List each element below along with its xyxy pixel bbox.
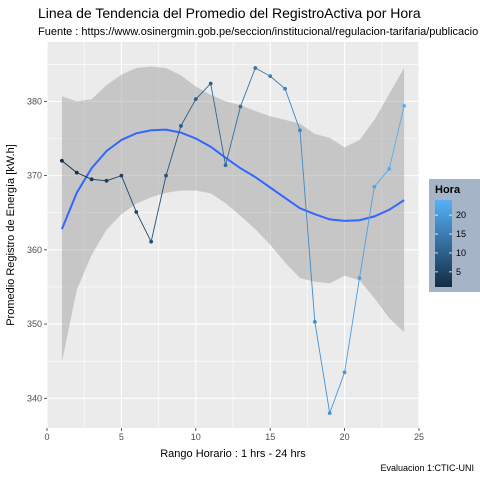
legend-tick-label: 10 [456, 248, 466, 258]
line-segment [120, 175, 137, 213]
legend-ticks: 5 10 15 20 [435, 210, 466, 277]
line-segment [195, 83, 212, 100]
y-axis-label: Promedio Registro de Energía [kW.h] [5, 144, 17, 326]
y-axis-ticks: 340 350 360 370 380 [27, 96, 47, 403]
line-segment [329, 372, 346, 414]
data-point [387, 167, 392, 171]
chart-title: Linea de Tendencia del Promedio del Regi… [38, 5, 421, 21]
line-segment [388, 105, 405, 170]
data-point [327, 411, 332, 416]
y-tick-label: 350 [27, 319, 42, 329]
line-segment [165, 125, 182, 176]
data-point [342, 370, 347, 375]
x-axis-label: Rango Horario : 1 hrs - 24 hrs [160, 448, 306, 460]
line-segment [61, 160, 78, 173]
legend-tick-label: 5 [456, 267, 461, 277]
x-axis-ticks: 0 5 10 15 20 25 [44, 428, 424, 442]
line-segment [299, 130, 316, 322]
chart-caption: Evaluacion 1:CTIC-UNI [380, 463, 474, 473]
trend-line [60, 128, 405, 230]
data-point [134, 210, 139, 214]
line-segment [240, 67, 256, 107]
data-point [253, 66, 258, 70]
chart-subtitle: Fuente : https://www.osinergmin.gob.pe/s… [38, 26, 478, 38]
x-tick-label: 5 [119, 432, 124, 442]
x-tick-label: 15 [265, 432, 275, 442]
line-segment [359, 186, 375, 279]
line-segment [284, 88, 301, 131]
grid [46, 42, 420, 428]
data-point [104, 178, 109, 183]
data-point [149, 239, 154, 244]
data-point [372, 184, 377, 189]
data-point [119, 173, 124, 178]
data-point [74, 170, 79, 175]
data-point [402, 103, 407, 108]
x-tick-label: 25 [414, 432, 424, 442]
y-tick-label: 360 [27, 245, 42, 255]
data-points [59, 66, 407, 416]
data-point [298, 128, 302, 133]
legend-tick-label: 20 [456, 210, 466, 220]
data-point [59, 158, 64, 163]
line-segment [269, 75, 286, 90]
line-segment [106, 175, 122, 182]
data-point [268, 74, 273, 79]
legend: Hora 5 10 15 20 [429, 179, 480, 292]
line-segment [314, 321, 331, 414]
line-segment [91, 178, 107, 182]
y-tick-label: 340 [27, 393, 42, 403]
line-segment [76, 172, 92, 180]
y-tick-label: 370 [27, 171, 42, 181]
x-tick-label: 0 [44, 432, 49, 442]
line-segment [210, 83, 227, 166]
data-point [238, 104, 243, 109]
data-point [164, 173, 168, 178]
line-segment [374, 168, 390, 188]
x-tick-label: 10 [191, 432, 201, 442]
legend-title: Hora [435, 184, 461, 196]
data-point [223, 163, 228, 168]
data-point [208, 81, 213, 86]
data-point [283, 86, 287, 91]
x-tick-label: 20 [340, 432, 350, 442]
data-point [89, 177, 94, 182]
confidence-band [61, 66, 405, 362]
line-segment [150, 175, 167, 242]
data-point [179, 123, 183, 128]
line-segment [135, 211, 152, 242]
data-point [193, 97, 198, 102]
data-line [61, 67, 405, 414]
line-segment [180, 98, 197, 127]
data-point [357, 276, 362, 280]
data-point [312, 319, 317, 324]
line-segment [344, 277, 360, 373]
legend-colorbar [435, 200, 452, 287]
line-segment [255, 67, 271, 77]
legend-tick-label: 15 [456, 229, 466, 239]
line-segment [225, 106, 241, 166]
y-tick-label: 380 [27, 96, 42, 106]
